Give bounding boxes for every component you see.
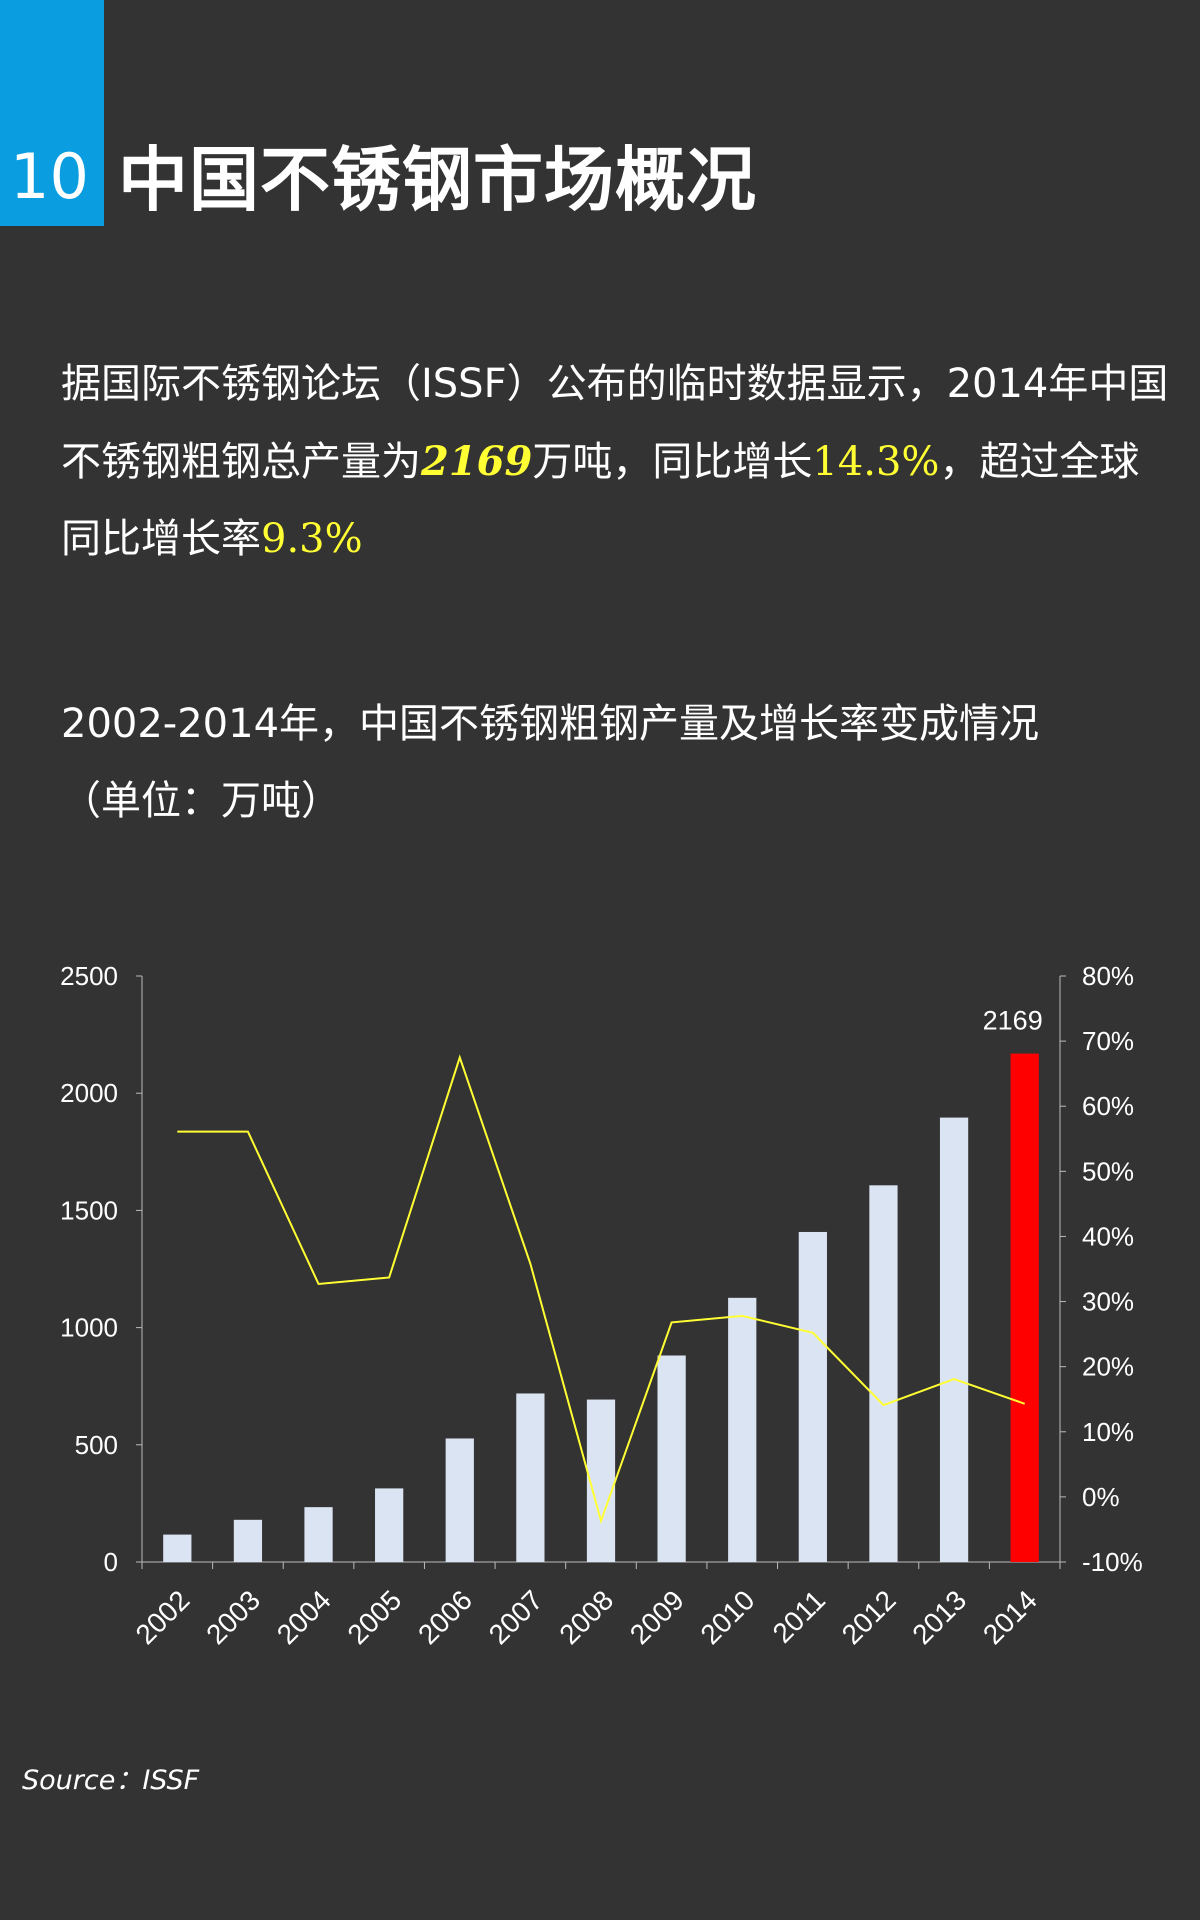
x-tick-label: 2013 <box>906 1584 972 1650</box>
x-tick-label: 2004 <box>271 1584 337 1650</box>
x-tick-label: 2014 <box>977 1584 1043 1650</box>
chart-unit: （单位：万吨） <box>61 778 341 824</box>
section-number: 10 <box>10 140 89 213</box>
page-title: 中国不锈钢市场概况 <box>118 139 757 221</box>
left-tick-label: 1000 <box>60 1313 118 1343</box>
x-tick-label: 2007 <box>483 1584 549 1650</box>
left-tick-label: 0 <box>104 1547 118 1577</box>
left-tick-label: 1500 <box>60 1195 118 1225</box>
x-tick-label: 2010 <box>695 1584 761 1650</box>
bar-2014 <box>1010 1053 1039 1562</box>
summary-text-3: ，超过全球同比增长率 <box>61 439 1140 562</box>
x-tick-label: 2011 <box>767 1584 832 1649</box>
left-tick-label: 2500 <box>60 961 118 991</box>
chart-title: 2002-2014年，中国不锈钢粗钢产量及增长率变成情况 <box>61 701 1040 747</box>
bar-2009 <box>657 1355 686 1562</box>
x-tick-label: 2012 <box>836 1584 902 1650</box>
left-tick-label: 2000 <box>60 1078 118 1108</box>
bar-2004 <box>304 1507 333 1562</box>
right-tick-label: 30% <box>1082 1287 1134 1317</box>
right-tick-label: 40% <box>1082 1221 1134 1251</box>
bar-2011 <box>798 1231 827 1562</box>
x-tick-label: 2005 <box>341 1584 407 1650</box>
x-tick-label: 2003 <box>200 1584 266 1650</box>
section-number-box: 10 <box>0 0 104 226</box>
x-tick-label: 2008 <box>553 1584 619 1650</box>
bar-2005 <box>375 1488 404 1562</box>
right-tick-label: 20% <box>1082 1352 1134 1382</box>
right-tick-label: 70% <box>1082 1026 1134 1056</box>
right-tick-label: 50% <box>1082 1156 1134 1186</box>
growth-highlight: 14.3% <box>812 439 940 485</box>
x-tick-label: 2006 <box>412 1584 478 1650</box>
bar-2013 <box>939 1117 969 1562</box>
bar-2007 <box>516 1393 545 1562</box>
right-tick-label: 80% <box>1082 961 1134 991</box>
bar-2002 <box>163 1534 192 1562</box>
bar-2010 <box>728 1297 757 1562</box>
chart-heading: 2002-2014年，中国不锈钢粗钢产量及增长率变成情况 （单位：万吨） <box>61 686 1039 840</box>
source-note: Source：ISSF <box>22 1765 200 1796</box>
x-tick-label: 2002 <box>130 1584 196 1650</box>
left-tick-label: 500 <box>75 1430 118 1460</box>
bar-2003 <box>233 1519 263 1562</box>
right-tick-label: 10% <box>1082 1417 1134 1447</box>
growth-rate-line <box>177 1054 1026 1525</box>
production-highlight: 2169 <box>421 438 533 485</box>
right-tick-label: 0% <box>1082 1482 1120 1512</box>
bar-2008 <box>586 1399 616 1562</box>
summary-text-2: 万吨，同比增长 <box>532 439 813 485</box>
bar-2006 <box>445 1438 474 1562</box>
bar-2012 <box>869 1185 898 1562</box>
right-tick-label: -10% <box>1082 1547 1143 1577</box>
summary-paragraph: 据国际不锈钢论坛（ISSF）公布的临时数据显示，2014年中国不锈钢粗钢总产量为… <box>61 346 1171 578</box>
data-label-2014: 2169 <box>983 1006 1043 1036</box>
summary-text-1: 据国际不锈钢论坛（ISSF）公布的临时数据显示，2014年中国不锈钢粗钢总产量为 <box>61 361 1169 485</box>
global-growth-highlight: 9.3% <box>261 516 363 562</box>
right-tick-label: 60% <box>1082 1091 1134 1121</box>
x-tick-label: 2009 <box>624 1584 690 1650</box>
